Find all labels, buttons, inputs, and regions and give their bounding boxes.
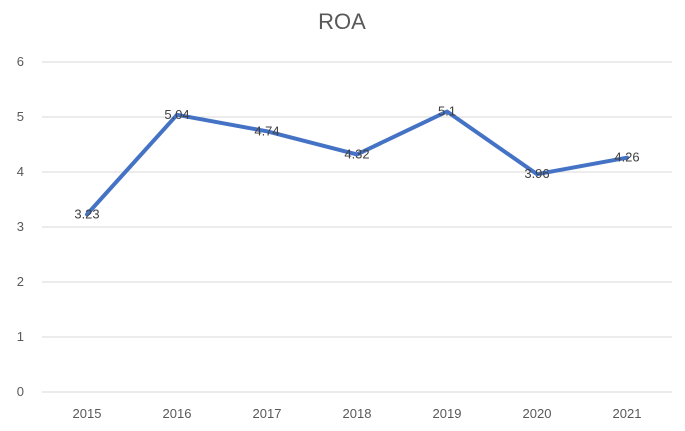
data-label: 5.04 (164, 107, 189, 122)
y-tick-label: 3 (17, 219, 24, 234)
y-tick-label: 6 (17, 54, 24, 69)
data-labels: 3.23 5.04 4.74 4.32 5.1 3.96 4.26 (74, 104, 639, 222)
y-axis-ticks: 0 1 2 3 4 5 6 (17, 54, 24, 399)
data-label: 4.26 (614, 150, 639, 165)
y-tick-label: 2 (17, 274, 24, 289)
x-tick-label: 2018 (343, 406, 372, 421)
x-tick-label: 2021 (613, 406, 642, 421)
series-layer (87, 111, 627, 214)
x-tick-label: 2020 (523, 406, 552, 421)
x-tick-label: 2016 (163, 406, 192, 421)
x-tick-label: 2019 (433, 406, 462, 421)
x-tick-label: 2015 (73, 406, 102, 421)
series-line (87, 112, 627, 215)
data-label: 3.23 (74, 206, 99, 221)
y-tick-label: 4 (17, 164, 24, 179)
y-tick-label: 0 (17, 384, 24, 399)
chart-title: ROA (318, 9, 366, 34)
x-axis-ticks: 2015 2016 2017 2018 2019 2020 2021 (73, 406, 642, 421)
x-tick-label: 2017 (253, 406, 282, 421)
gridlines (42, 62, 672, 392)
y-tick-label: 5 (17, 109, 24, 124)
data-label: 4.74 (254, 123, 279, 138)
data-label: 5.1 (438, 104, 456, 119)
y-tick-label: 1 (17, 329, 24, 344)
data-label: 3.96 (524, 166, 549, 181)
data-label: 4.32 (344, 146, 369, 161)
